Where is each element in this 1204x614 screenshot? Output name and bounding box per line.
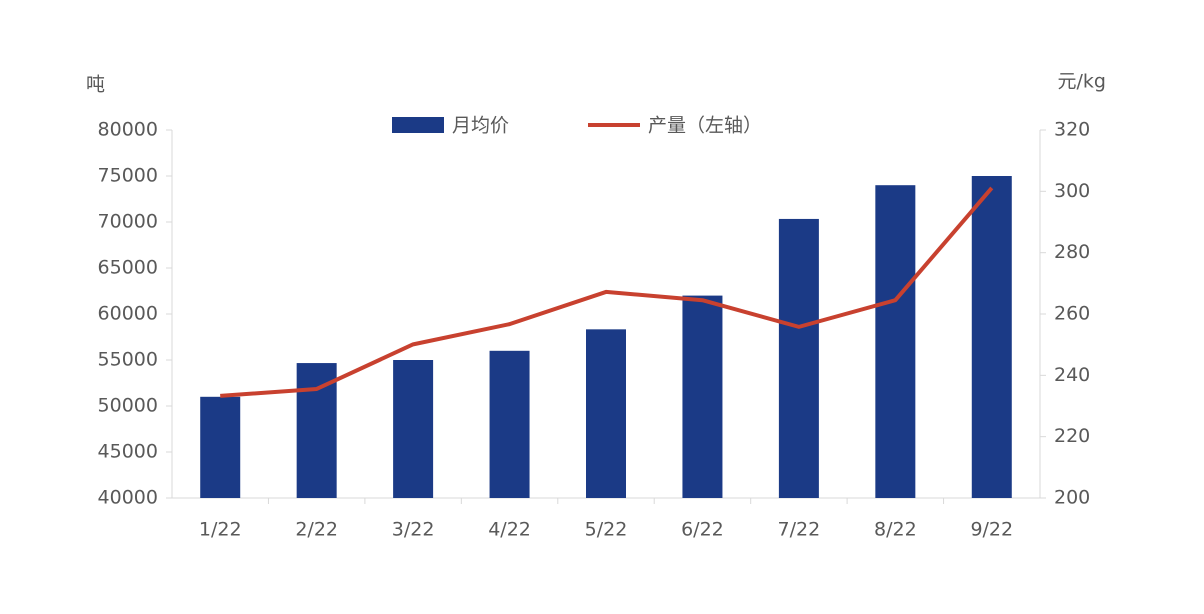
x-tick-label: 9/22 <box>970 519 1013 541</box>
y-axis-label: 吨 <box>86 74 105 96</box>
legend-swatch <box>392 117 444 133</box>
bar <box>778 218 819 498</box>
bar <box>586 329 626 498</box>
y2-tick-label: 240 <box>1054 364 1090 386</box>
bar <box>489 350 530 498</box>
bar <box>296 363 337 498</box>
y-tick-label: 60000 <box>98 303 158 325</box>
y2-tick-label: 320 <box>1054 119 1090 141</box>
x-tick-label: 5/22 <box>585 519 628 541</box>
x-tick-label: 1/22 <box>199 519 242 541</box>
bar <box>393 360 434 498</box>
x-tick-label: 3/22 <box>392 519 435 541</box>
x-tick-label: 6/22 <box>681 519 724 541</box>
bar <box>682 295 723 498</box>
y-tick-label: 45000 <box>98 441 158 463</box>
bar <box>875 185 916 498</box>
x-tick-label: 4/22 <box>488 519 531 541</box>
y-tick-label: 50000 <box>98 395 158 417</box>
legend-label: 月均价 <box>452 115 509 137</box>
x-tick-label: 8/22 <box>874 519 917 541</box>
y-tick-label: 55000 <box>98 349 158 371</box>
bar <box>971 176 1012 498</box>
y-tick-label: 75000 <box>98 165 158 187</box>
y2-axis-label: 元/kg <box>1058 71 1106 93</box>
y-tick-label: 40000 <box>98 487 158 509</box>
y-tick-label: 70000 <box>98 211 158 233</box>
y2-tick-label: 280 <box>1054 241 1090 263</box>
y2-tick-label: 200 <box>1054 487 1090 509</box>
x-tick-label: 7/22 <box>778 519 821 541</box>
line <box>220 186 994 398</box>
y2-tick-label: 300 <box>1054 180 1090 202</box>
bar <box>200 396 241 498</box>
y2-tick-label: 220 <box>1054 425 1090 447</box>
y-tick-label: 65000 <box>98 257 158 279</box>
x-tick-label: 2/22 <box>295 519 338 541</box>
legend-label: 产量（左轴） <box>648 115 762 137</box>
y-tick-label: 80000 <box>98 119 158 141</box>
y2-tick-label: 260 <box>1054 303 1090 325</box>
